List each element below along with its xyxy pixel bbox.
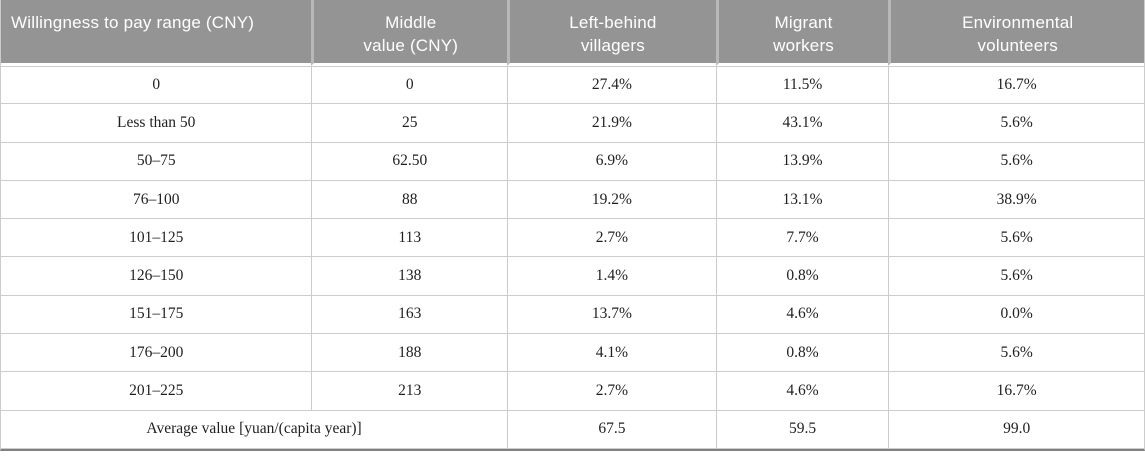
table-row: 176–200 188 4.1% 0.8% 5.6% (1, 334, 1144, 373)
table-cell: 4.1% (507, 334, 716, 373)
table-row: 151–175 163 13.7% 4.6% 0.0% (1, 295, 1144, 335)
table-cell: 4.6% (715, 372, 889, 411)
table-cell: 0.0% (888, 295, 1144, 335)
table-cell: 13.7% (507, 295, 716, 335)
average-migrant-workers: 59.5 (715, 410, 889, 449)
table-header: Willingness to pay range (CNY) Middle va… (1, 0, 1144, 66)
table-row: 76–100 88 19.2% 13.1% 38.9% (1, 180, 1144, 220)
table-cell: 16.7% (888, 372, 1144, 411)
table-footer: Average value [yuan/(capita year)] 67.5 … (1, 410, 1144, 449)
table-cell: 25 (311, 104, 508, 143)
table-cell: 5.6% (888, 219, 1144, 258)
table-cell: 4.6% (715, 295, 889, 335)
table-cell: 138 (311, 257, 508, 296)
table-cell: 101–125 (1, 219, 312, 258)
average-left-behind-villagers: 67.5 (507, 410, 716, 449)
table-body: 0 0 27.4% 11.5% 16.7% Less than 50 25 21.9% 43.1… (1, 66, 1144, 411)
table-cell: 113 (311, 219, 508, 258)
table-cell: 19.2% (507, 180, 716, 220)
table-cell: 188 (311, 334, 508, 373)
table-row: 50–75 62.50 6.9% 13.9% 5.6% (1, 142, 1144, 181)
table-cell: 11.5% (715, 66, 889, 105)
table-cell: 0.8% (715, 257, 889, 296)
table-cell: 151–175 (1, 296, 312, 335)
table-cell: 213 (311, 372, 508, 411)
header-migrant-workers: Migrant workers (715, 0, 889, 66)
average-row: Average value [yuan/(capita year)] 67.5 … (1, 410, 1144, 449)
table-cell: 0.8% (715, 334, 889, 373)
table-cell: 2.7% (507, 372, 716, 411)
table-cell: 62.50 (311, 142, 508, 181)
table-cell: 5.6% (888, 257, 1144, 296)
table-row: 201–225 213 2.7% 4.6% 16.7% (1, 372, 1144, 411)
average-label: Average value [yuan/(capita year)] (1, 411, 508, 449)
table-cell: 0 (311, 66, 508, 105)
table-cell: 6.9% (507, 142, 716, 181)
table-cell: Less than 50 (1, 104, 312, 143)
table-cell: 7.7% (715, 219, 889, 258)
table-row: 0 0 27.4% 11.5% 16.7% (1, 66, 1144, 105)
table-cell: 5.6% (888, 142, 1144, 181)
table-cell: 5.6% (888, 334, 1144, 373)
table-cell: 5.6% (888, 104, 1144, 143)
table-cell: 126–150 (1, 257, 312, 296)
table-cell: 88 (311, 180, 508, 220)
header-environmental-volunteers: Environmental volunteers (888, 0, 1144, 66)
header-wtp-range: Willingness to pay range (CNY) (1, 0, 312, 66)
table-cell: 43.1% (715, 104, 889, 143)
table-cell: 1.4% (507, 257, 716, 296)
table-cell: 50–75 (1, 143, 312, 181)
table-cell: 16.7% (888, 66, 1144, 105)
header-row: Willingness to pay range (CNY) Middle va… (1, 0, 1144, 66)
table-row: 101–125 113 2.7% 7.7% 5.6% (1, 219, 1144, 258)
table-cell: 21.9% (507, 104, 716, 143)
table-cell: 2.7% (507, 219, 716, 258)
table-cell: 176–200 (1, 334, 312, 373)
table-row: Less than 50 25 21.9% 43.1% 5.6% (1, 104, 1144, 143)
table-row: 126–150 138 1.4% 0.8% 5.6% (1, 257, 1144, 296)
table-cell: 13.1% (715, 180, 889, 220)
table-cell: 38.9% (888, 180, 1144, 220)
table-cell: 163 (311, 295, 508, 335)
table-cell: 27.4% (507, 66, 716, 105)
header-middle-value: Middle value (CNY) (311, 0, 508, 66)
header-left-behind-villagers: Left-behind villagers (507, 0, 716, 66)
table-cell: 201–225 (1, 372, 312, 411)
table-cell: 76–100 (1, 181, 312, 220)
table-cell: 0 (1, 66, 312, 105)
table-cell: 13.9% (715, 142, 889, 181)
average-environmental-volunteers: 99.0 (888, 410, 1144, 449)
